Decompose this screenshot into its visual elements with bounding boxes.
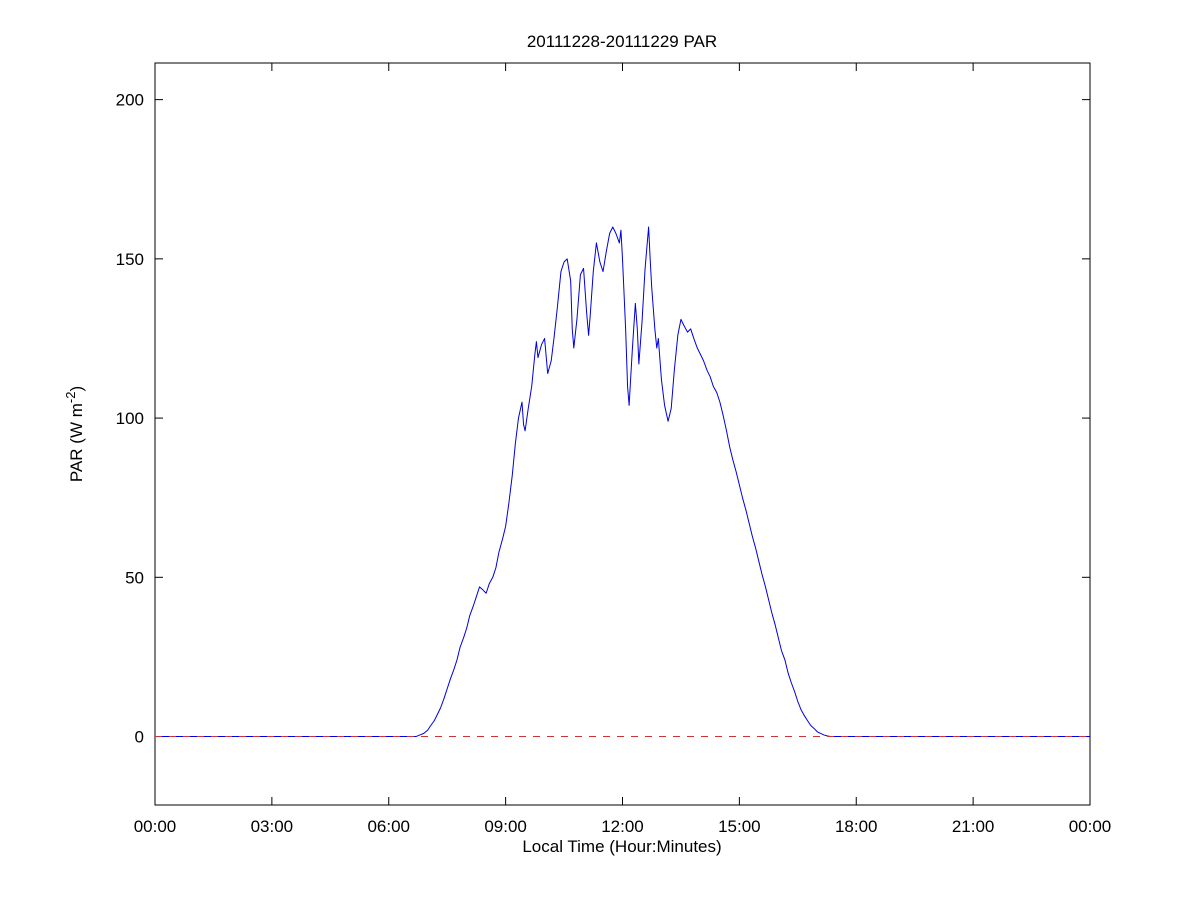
x-tick-label: 00:00 [134, 817, 177, 836]
plot-box [154, 62, 1091, 806]
x-tick-labels: 00:00 03:00 06:00 09:00 12:00 15:00 18:00 21:00… [134, 817, 1112, 836]
x-tick-label: 21:00 [952, 817, 995, 836]
y-tick-label: 0 [135, 728, 144, 747]
y-axis-label: PAR (W m-2) [63, 386, 86, 482]
x-tick-label: 09:00 [484, 817, 527, 836]
y-axis-label-suffix: ) [67, 386, 86, 392]
x-tick-label: 06:00 [367, 817, 410, 836]
y-tick-label: 50 [125, 568, 144, 587]
axis-ticks [154, 63, 1091, 805]
x-tick-label: 15:00 [718, 817, 761, 836]
y-tick-label: 150 [116, 250, 144, 269]
x-tick-label: 00:00 [1069, 817, 1112, 836]
x-axis-label: Local Time (Hour:Minutes) [522, 837, 721, 856]
chart-title: 20111228-20111229 PAR [527, 32, 717, 51]
y-tick-label: 200 [116, 91, 144, 110]
par-series-line [155, 226, 1090, 738]
y-tick-labels: 0 50 100 150 200 [116, 91, 144, 747]
y-axis-label-prefix: PAR (W m [67, 403, 86, 482]
x-tick-label: 03:00 [251, 817, 294, 836]
x-tick-label: 12:00 [601, 817, 644, 836]
series-group [155, 226, 1090, 738]
x-tick-label: 18:00 [835, 817, 878, 836]
y-tick-label: 100 [116, 409, 144, 428]
y-axis-label-exponent: -2 [63, 392, 78, 404]
